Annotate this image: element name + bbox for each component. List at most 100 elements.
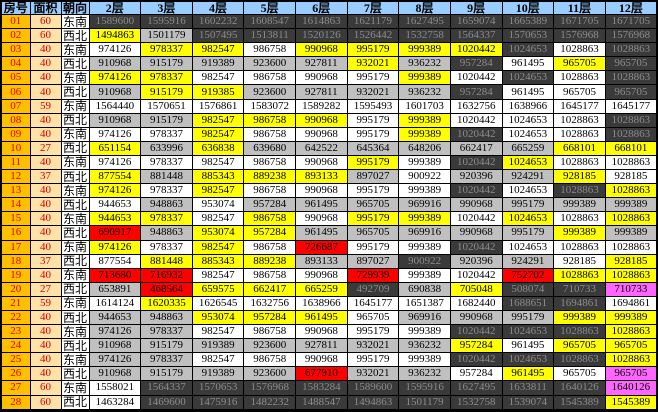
area-cell[interactable]: 40 [29, 267, 62, 283]
price-cell[interactable]: 665259 [501, 140, 555, 156]
price-cell[interactable]: 932021 [346, 338, 400, 354]
price-cell[interactable]: 1621179 [346, 13, 400, 30]
price-cell[interactable]: 1028863 [604, 239, 658, 255]
price-cell[interactable]: 995179 [346, 239, 400, 255]
price-cell[interactable]: 978337 [140, 324, 193, 340]
area-cell[interactable]: 40 [29, 84, 62, 100]
price-cell[interactable]: 1614124 [88, 295, 142, 311]
price-cell[interactable]: 953074 [191, 309, 245, 326]
price-cell[interactable]: 633996 [140, 140, 193, 156]
room-number-cell[interactable]: 25 [0, 352, 31, 368]
area-cell[interactable]: 40 [29, 183, 62, 199]
price-cell[interactable]: 999389 [398, 126, 451, 142]
room-number-cell[interactable]: 23 [0, 324, 31, 340]
price-cell[interactable]: 1576861 [191, 98, 245, 114]
price-cell[interactable]: 948863 [140, 309, 193, 326]
price-cell[interactable]: 999389 [398, 70, 451, 86]
price-cell[interactable]: 982547 [191, 70, 245, 86]
room-number-cell[interactable]: 22 [0, 309, 31, 326]
price-cell[interactable]: 1028863 [604, 267, 658, 283]
price-cell[interactable]: 1558021 [88, 380, 142, 396]
price-cell[interactable]: 990968 [449, 197, 503, 213]
price-cell[interactable]: 995179 [501, 197, 555, 213]
price-cell[interactable]: 1576968 [553, 28, 606, 44]
facing-cell[interactable]: 东南 [60, 239, 90, 255]
price-cell[interactable]: 965705 [553, 84, 606, 100]
price-cell[interactable]: 1601703 [398, 98, 451, 114]
price-cell[interactable]: 1024653 [501, 324, 555, 340]
area-cell[interactable]: 59 [29, 295, 62, 311]
column-header[interactable]: 2层 [88, 0, 142, 15]
price-cell[interactable]: 636838 [191, 140, 245, 156]
room-number-cell[interactable]: 11 [0, 154, 31, 171]
area-cell[interactable]: 60 [29, 13, 62, 30]
price-cell[interactable]: 999389 [398, 183, 451, 199]
price-cell[interactable]: 986758 [243, 211, 296, 227]
facing-cell[interactable]: 东南 [60, 126, 90, 142]
room-number-cell[interactable]: 14 [0, 197, 31, 213]
price-cell[interactable]: 957284 [449, 338, 503, 354]
price-cell[interactable]: 920396 [449, 253, 503, 269]
price-cell[interactable]: 965705 [604, 366, 658, 382]
price-cell[interactable]: 990968 [295, 154, 348, 171]
price-cell[interactable]: 1520126 [295, 28, 348, 44]
room-number-cell[interactable]: 01 [0, 13, 31, 30]
price-cell[interactable]: 923600 [243, 84, 296, 100]
price-cell[interactable]: 974126 [88, 352, 142, 368]
price-cell[interactable]: 957284 [449, 84, 503, 100]
price-cell[interactable]: 1671705 [604, 13, 658, 30]
price-cell[interactable]: 915179 [140, 112, 193, 128]
price-cell[interactable]: 957284 [449, 366, 503, 382]
price-cell[interactable]: 1024653 [501, 211, 555, 227]
price-cell[interactable]: 1602232 [191, 13, 245, 30]
price-cell[interactable]: 1539074 [501, 394, 555, 412]
price-cell[interactable]: 468564 [140, 281, 193, 297]
price-cell[interactable]: 651154 [88, 140, 142, 156]
price-cell[interactable]: 1665389 [501, 13, 555, 30]
price-cell[interactable]: 965705 [346, 225, 400, 241]
price-cell[interactable]: 944653 [88, 309, 142, 326]
facing-cell[interactable]: 西北 [60, 112, 90, 128]
area-cell[interactable]: 40 [29, 211, 62, 227]
column-header[interactable]: 房号 [0, 0, 31, 15]
price-cell[interactable]: 978337 [140, 352, 193, 368]
price-cell[interactable]: 978337 [140, 70, 193, 86]
facing-cell[interactable]: 东南 [60, 295, 90, 311]
price-cell[interactable]: 986758 [243, 183, 296, 199]
price-cell[interactable]: 961495 [295, 225, 348, 241]
room-number-cell[interactable]: 16 [0, 225, 31, 241]
area-cell[interactable]: 40 [29, 70, 62, 86]
price-cell[interactable]: 645364 [346, 140, 400, 156]
price-cell[interactable]: 1570653 [191, 380, 245, 396]
price-cell[interactable]: 965705 [553, 338, 606, 354]
price-cell[interactable]: 1640126 [604, 380, 658, 396]
price-cell[interactable]: 1583284 [295, 380, 348, 396]
price-cell[interactable]: 729939 [346, 267, 400, 283]
price-cell[interactable]: 927811 [295, 56, 348, 72]
price-cell[interactable]: 995179 [501, 309, 555, 326]
price-cell[interactable]: 726687 [295, 239, 348, 255]
price-cell[interactable]: 986758 [243, 112, 296, 128]
price-cell[interactable]: 1028863 [604, 70, 658, 86]
price-cell[interactable]: 969916 [398, 197, 451, 213]
price-cell[interactable]: 1570651 [140, 98, 193, 114]
room-number-cell[interactable]: 13 [0, 183, 31, 199]
price-cell[interactable]: 990968 [295, 211, 348, 227]
price-cell[interactable]: 910968 [88, 112, 142, 128]
price-cell[interactable]: 965705 [604, 338, 658, 354]
price-cell[interactable]: 928185 [553, 253, 606, 269]
room-number-cell[interactable]: 09 [0, 126, 31, 142]
price-cell[interactable]: 974126 [88, 126, 142, 142]
area-cell[interactable]: 27 [29, 140, 62, 156]
facing-cell[interactable]: 东南 [60, 13, 90, 30]
price-cell[interactable]: 881448 [140, 169, 193, 185]
price-cell[interactable]: 659575 [191, 281, 245, 297]
price-cell[interactable]: 990968 [449, 309, 503, 326]
column-header[interactable]: 10层 [501, 0, 555, 15]
price-cell[interactable]: 932021 [346, 84, 400, 100]
price-cell[interactable]: 665259 [295, 281, 348, 297]
facing-cell[interactable]: 东南 [60, 154, 90, 171]
price-cell[interactable]: 1688651 [501, 295, 555, 311]
price-cell[interactable]: 999389 [553, 197, 606, 213]
price-cell[interactable]: 1645177 [346, 295, 400, 311]
